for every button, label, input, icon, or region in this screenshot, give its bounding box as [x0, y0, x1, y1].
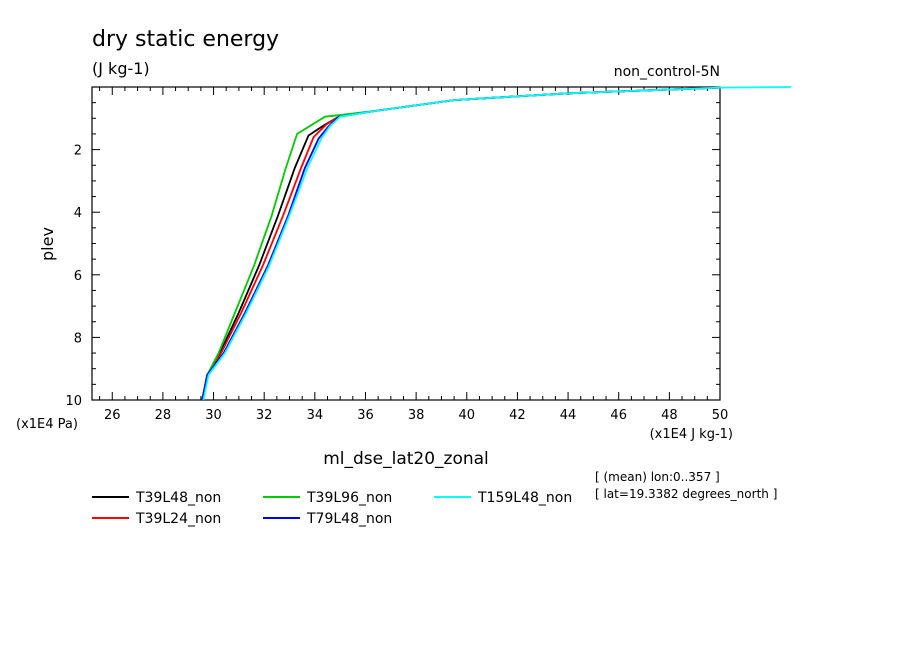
y-tick-label: 10	[65, 394, 82, 409]
x-tick-label: 34	[307, 408, 324, 423]
chart-units: (J kg-1)	[92, 59, 150, 78]
x-tick-label: 28	[155, 408, 172, 423]
y-tick-label: 8	[74, 331, 82, 346]
x-tick-label: 48	[661, 408, 678, 423]
y-tick-label: 2	[74, 144, 82, 159]
y-axis-label: plev	[38, 227, 57, 261]
x-tick-label: 32	[256, 408, 273, 423]
legend-label-2: T39L96_non	[306, 490, 392, 506]
x-tick-label: 44	[560, 408, 577, 423]
x-tick-label: 50	[712, 408, 729, 423]
y-tick-label: 4	[74, 206, 82, 221]
y-tick-label: 6	[74, 269, 82, 284]
x-axis-label: ml_dse_lat20_zonal	[323, 449, 489, 469]
chart-subtitle-right: non_control-5N	[614, 64, 720, 80]
series-line-4	[202, 86, 791, 401]
y-unit-label: (x1E4 Pa)	[16, 417, 78, 432]
info-line-2: [ lat=19.3382 degrees_north ]	[595, 487, 777, 501]
x-tick-label: 46	[610, 408, 627, 423]
series-lines	[201, 86, 791, 401]
x-unit-label: (x1E4 J kg-1)	[650, 427, 733, 442]
x-tick-label: 38	[408, 408, 425, 423]
x-tick-label: 36	[357, 408, 374, 423]
x-tick-label: 42	[509, 408, 526, 423]
x-tick-label: 30	[205, 408, 222, 423]
plot-frame	[91, 86, 721, 401]
info-line-1: [ (mean) lon:0..357 ]	[595, 470, 720, 484]
series-line-2	[201, 86, 721, 401]
series-line-1	[201, 86, 721, 401]
legend: T39L48_non T39L24_non T39L96_non T79L48_non…	[92, 490, 572, 527]
chart-title: dry static energy	[92, 27, 279, 52]
legend-label-4: T159L48_non	[477, 490, 572, 506]
series-line-3	[201, 86, 721, 401]
legend-label-0: T39L48_non	[135, 490, 221, 506]
legend-label-1: T39L24_non	[135, 511, 221, 527]
series-line-0	[201, 86, 721, 401]
legend-label-3: T79L48_non	[306, 511, 392, 527]
x-tick-label: 26	[104, 408, 121, 423]
x-tick-label: 40	[459, 408, 476, 423]
